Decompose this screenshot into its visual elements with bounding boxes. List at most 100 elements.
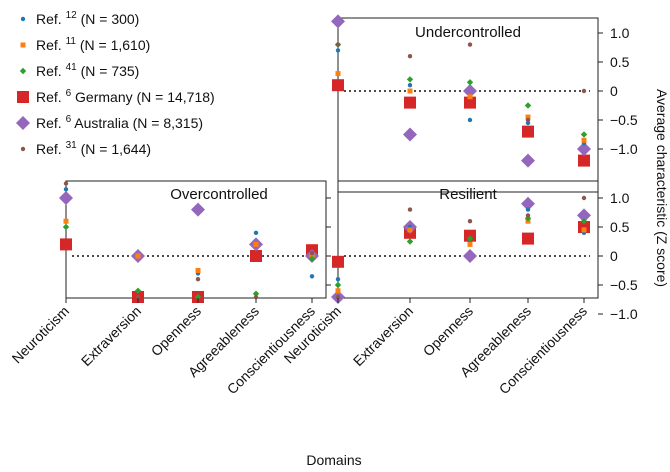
data-point xyxy=(467,42,473,47)
data-point xyxy=(59,191,73,205)
legend-marker xyxy=(16,116,30,130)
data-point xyxy=(581,227,587,233)
legend-entry: Ref. 11 (N = 1,610) xyxy=(20,36,150,53)
data-point xyxy=(253,294,259,300)
x-tick-label: Openness xyxy=(148,303,204,359)
plot-frame xyxy=(337,17,599,193)
legend-marker xyxy=(20,42,26,48)
data-point xyxy=(253,241,259,247)
data-point xyxy=(60,238,72,251)
data-point xyxy=(406,76,414,83)
data-point xyxy=(407,54,413,59)
legend-label: Ref. 6 Australia (N = 8,315) xyxy=(36,114,203,131)
plot-frame xyxy=(337,180,599,299)
data-point xyxy=(63,181,69,186)
legend-entry: Ref. 31 (N = 1,644) xyxy=(20,140,151,157)
panel-title: Overcontrolled xyxy=(170,186,268,203)
data-point xyxy=(524,102,532,109)
legend-label: Ref. 31 (N = 1,644) xyxy=(36,140,151,157)
data-point xyxy=(578,154,590,167)
panel-title: Undercontrolled xyxy=(415,24,521,41)
data-point xyxy=(309,250,315,256)
data-point xyxy=(309,274,315,279)
data-point xyxy=(335,294,341,300)
y-tick-label: 1.0 xyxy=(610,25,630,41)
data-point xyxy=(335,288,341,294)
data-point xyxy=(580,218,588,225)
x-axis-label: Domains xyxy=(306,452,361,468)
y-tick-label: 0 xyxy=(610,248,618,264)
data-point xyxy=(407,227,413,233)
data-point xyxy=(135,294,141,300)
data-point xyxy=(135,253,141,259)
data-point xyxy=(335,42,341,47)
x-tick-label: Extraversion xyxy=(78,303,144,369)
data-point xyxy=(335,71,341,77)
y-tick-label: −1.0 xyxy=(610,306,638,322)
data-point xyxy=(525,117,531,123)
legend-label: Ref. 11 (N = 1,610) xyxy=(36,36,150,53)
data-point xyxy=(463,84,477,98)
data-point xyxy=(308,255,316,263)
data-point xyxy=(334,281,342,289)
x-tick-label: Openness xyxy=(420,303,476,359)
y-tick-label: −0.5 xyxy=(610,277,638,293)
data-point xyxy=(195,277,201,282)
data-point xyxy=(404,96,416,109)
legend-marker xyxy=(17,91,29,103)
data-point xyxy=(467,94,473,100)
legend-entry: Ref. 12 (N = 300) xyxy=(20,10,139,27)
data-point xyxy=(521,196,535,211)
legend-marker xyxy=(19,67,27,75)
data-point xyxy=(466,79,474,86)
y-axis-label: Average characteristic (Z score) xyxy=(654,89,670,287)
y-tick-label: 0.5 xyxy=(610,219,630,235)
data-point xyxy=(467,241,473,247)
data-point xyxy=(577,208,591,223)
data-point xyxy=(194,293,202,301)
data-point xyxy=(331,14,345,29)
data-point xyxy=(467,117,473,123)
data-point xyxy=(252,290,260,297)
panel-undercontrolled: Undercontrolled xyxy=(337,17,599,193)
panel-title: Resilient xyxy=(439,186,497,203)
data-point xyxy=(525,114,531,120)
data-point xyxy=(335,277,341,282)
legend-marker xyxy=(20,146,26,152)
x-axes: Neuroticism Extraversion OpennessAgreeable… xyxy=(9,298,590,397)
data-point xyxy=(464,96,476,109)
data-point xyxy=(63,187,69,192)
panel-overcontrolled: Overcontrolled xyxy=(65,180,327,299)
data-point xyxy=(407,88,413,94)
data-point xyxy=(406,238,414,245)
data-point xyxy=(466,235,474,242)
data-point xyxy=(253,230,259,235)
data-point xyxy=(577,142,591,156)
data-point xyxy=(525,213,531,218)
data-point xyxy=(581,137,587,143)
legend-label: Ref. 12 (N = 300) xyxy=(36,10,139,27)
data-point xyxy=(463,249,477,263)
y-tick-label: 0 xyxy=(610,83,618,99)
y-tick-label: −1.0 xyxy=(610,141,638,157)
data-point xyxy=(525,207,531,212)
data-point xyxy=(580,131,588,138)
data-point xyxy=(467,219,473,224)
legend-entry: Ref. 6 Germany (N = 14,718) xyxy=(17,88,215,105)
data-point xyxy=(407,207,413,212)
data-point xyxy=(581,88,587,94)
legend-label: Ref. 6 Germany (N = 14,718) xyxy=(36,88,215,105)
data-point xyxy=(522,232,534,245)
data-point xyxy=(521,153,535,168)
data-marks xyxy=(59,14,591,304)
legend-entry: Ref. 41 (N = 735) xyxy=(19,62,139,79)
data-point xyxy=(62,223,70,231)
x-tick-label: Extraversion xyxy=(350,303,416,369)
data-point xyxy=(522,125,534,138)
data-point xyxy=(250,250,262,262)
data-point xyxy=(407,83,413,88)
legend: Ref. 12 (N = 300) Ref. 11 (N = 1,610) Ref.… xyxy=(16,10,215,157)
legend-entry: Ref. 6 Australia (N = 8,315) xyxy=(16,114,203,131)
data-point xyxy=(332,79,344,92)
